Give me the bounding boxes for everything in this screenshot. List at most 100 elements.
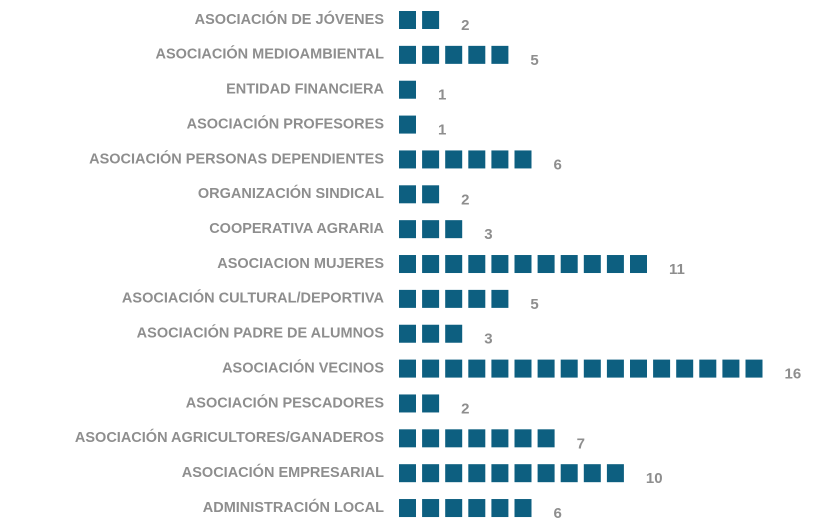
value-label: 1	[438, 87, 446, 104]
value-label: 7	[577, 435, 585, 452]
category-label: ASOCIACIÓN CULTURAL/DEPORTIVA	[122, 289, 385, 307]
category-label: ASOCIACIÓN VECINOS	[222, 358, 384, 376]
unit-square	[606, 464, 624, 483]
unit-square	[399, 255, 416, 274]
unit-square	[514, 255, 532, 274]
unit-square	[468, 359, 486, 378]
unit-square	[468, 289, 486, 308]
unit-square	[537, 464, 555, 483]
unit-square	[560, 359, 578, 378]
unit-square	[514, 464, 532, 483]
unit-square	[445, 255, 463, 274]
pictogram-bar	[399, 80, 416, 99]
unit-square	[606, 255, 624, 274]
unit-square	[399, 220, 416, 239]
unit-square	[422, 45, 440, 64]
unit-square	[399, 11, 416, 29]
value-label: 2	[461, 17, 469, 34]
unit-square	[537, 359, 555, 378]
unit-square	[514, 429, 532, 448]
unit-square	[583, 359, 601, 378]
unit-square	[491, 150, 509, 169]
unit-square	[422, 185, 440, 204]
unit-square	[445, 499, 463, 518]
unit-square	[491, 359, 509, 378]
unit-square	[630, 359, 647, 378]
unit-square	[422, 289, 440, 308]
pictogram-bar	[399, 11, 440, 29]
unit-square	[445, 464, 463, 483]
pictogram-bar	[399, 220, 463, 239]
unit-square	[468, 150, 486, 169]
unit-square	[468, 45, 486, 64]
unit-square	[468, 255, 486, 274]
unit-square	[399, 499, 416, 518]
unit-square	[630, 255, 647, 274]
value-label: 16	[785, 366, 802, 383]
value-label: 6	[554, 505, 562, 522]
unit-square	[653, 359, 671, 378]
unit-square	[491, 289, 509, 308]
category-label: ENTIDAD FINANCIERA	[226, 82, 384, 98]
unit-square	[676, 359, 694, 378]
unit-square	[445, 220, 463, 239]
unit-square	[606, 359, 624, 378]
pictogram-bar	[399, 394, 440, 413]
unit-square	[445, 324, 463, 343]
unit-square	[468, 464, 486, 483]
category-label: ASOCIACIÓN PERSONAS DEPENDIENTES	[89, 149, 384, 167]
unit-square	[491, 499, 509, 518]
unit-square	[399, 150, 416, 169]
value-label: 1	[438, 122, 446, 139]
category-label: COOPERATIVA AGRARIA	[209, 221, 384, 237]
unit-square	[422, 324, 440, 343]
unit-square	[399, 464, 416, 483]
category-label: ASOCIACIÓN PESCADORES	[186, 393, 385, 411]
unit-square	[514, 359, 532, 378]
pictogram-bar	[399, 185, 440, 204]
unit-square	[422, 11, 440, 29]
unit-square	[583, 255, 601, 274]
category-label: ASOCIACIÓN DE JÓVENES	[195, 10, 385, 28]
category-label: ASOCIACION MUJERES	[217, 256, 384, 272]
unit-square	[399, 115, 416, 134]
pictogram-bar	[399, 429, 555, 448]
pictogram-bar	[399, 150, 532, 169]
unit-square	[422, 255, 440, 274]
unit-square	[722, 359, 740, 378]
category-label: ASOCIACIÓN MEDIOAMBIENTAL	[155, 45, 384, 63]
unit-square	[560, 255, 578, 274]
unit-square	[699, 359, 717, 378]
pictogram-bar	[399, 324, 463, 343]
value-label: 5	[530, 52, 538, 69]
category-label: ASOCIACIÓN AGRICULTORES/GANADEROS	[75, 428, 384, 446]
unit-square	[422, 464, 440, 483]
pictogram-bar	[399, 499, 532, 518]
pictogram-bar	[399, 115, 416, 134]
unit-square	[422, 220, 440, 239]
unit-square	[422, 499, 440, 518]
unit-square	[468, 429, 486, 448]
unit-square	[399, 80, 416, 99]
unit-square	[491, 45, 509, 64]
unit-square	[583, 464, 601, 483]
value-label: 10	[646, 470, 663, 487]
unit-square	[514, 499, 532, 518]
unit-square	[491, 429, 509, 448]
unit-square	[537, 429, 555, 448]
category-label: ADMINISTRACIÓN LOCAL	[203, 498, 384, 516]
unit-square	[445, 359, 463, 378]
category-label: ASOCIACIÓN PROFESORES	[187, 114, 385, 132]
value-label: 2	[461, 191, 469, 208]
pictogram-bar	[399, 464, 624, 483]
unit-square	[399, 45, 416, 64]
category-label: ASOCIACIÓN PADRE DE ALUMNOS	[137, 324, 385, 342]
unit-square	[445, 289, 463, 308]
unit-square	[468, 499, 486, 518]
unit-square	[491, 464, 509, 483]
value-label: 3	[484, 226, 492, 243]
pictogram-bar	[399, 45, 509, 64]
unit-square	[560, 464, 578, 483]
pictogram-bar	[399, 255, 647, 274]
